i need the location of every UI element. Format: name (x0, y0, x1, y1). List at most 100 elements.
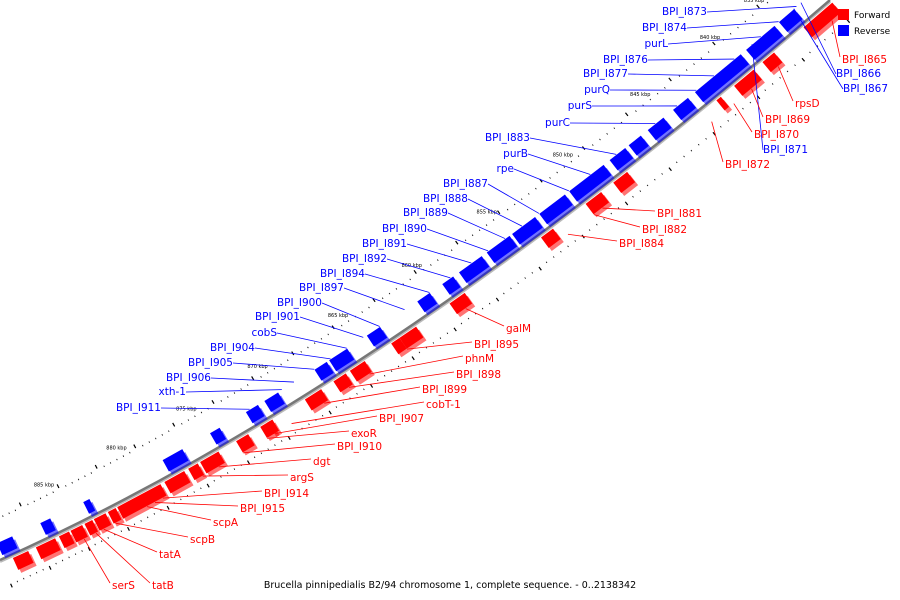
scale-tick (227, 396, 229, 398)
gene-label-reverse: BPI_I891 (362, 238, 407, 250)
scale-tick (347, 320, 350, 322)
tick-label: 885 kbp (34, 482, 54, 488)
scale-tick-inner (734, 113, 737, 116)
scale-tick (497, 210, 501, 215)
gene-label-forward: BPI_I899 (422, 384, 467, 396)
scale-tick (563, 166, 566, 168)
scale-tick (372, 298, 376, 303)
scale-tick (77, 478, 80, 481)
scale-tick-inner (801, 57, 806, 62)
scale-tick-inner (488, 302, 491, 305)
scale-tick-inner (206, 483, 210, 488)
gene-label-reverse: BPI_I889 (403, 207, 448, 219)
scale-tick-inner (697, 143, 700, 146)
scale-tick (535, 187, 537, 190)
scale-tick (181, 422, 183, 425)
scale-tick-inner (596, 223, 598, 226)
scale-tick (18, 502, 22, 507)
scale-tick-inner (794, 64, 796, 67)
gene-reverse-block (162, 449, 192, 475)
scale-tick (133, 444, 137, 449)
scale-tick (260, 376, 262, 378)
forward-leader-line (465, 308, 505, 327)
scale-tick-inner (10, 583, 13, 588)
gene-reverse-block (647, 117, 675, 144)
scale-tick-inner (510, 287, 512, 290)
scale-tick-inner (94, 543, 96, 546)
gene-forward-block (585, 192, 613, 218)
gene-label-reverse: BPI_I890 (382, 223, 427, 235)
gene-label-reverse: BPI_I873 (662, 6, 707, 18)
forward-leader-line (115, 522, 189, 538)
gene-forward-block (70, 525, 91, 546)
gene-reverse-block (486, 235, 521, 267)
scale-tick (693, 63, 695, 65)
forward-leader-line (348, 371, 455, 388)
scale-tick (155, 437, 157, 440)
scale-tick-inner (328, 410, 332, 415)
gene-label-forward: BPI_I907 (379, 413, 424, 425)
forward-leader-line (202, 474, 289, 477)
gene-label-forward: argS (290, 472, 314, 484)
scale-tick (33, 500, 35, 503)
reverse-leader-line (386, 258, 451, 279)
scale-tick-inner (816, 45, 819, 47)
reverse-leader-line (627, 73, 714, 77)
scale-tick (513, 203, 516, 206)
scale-tick-inner (308, 423, 310, 426)
scale-tick (307, 346, 309, 349)
gene-label-reverse: BPI_I876 (603, 54, 648, 66)
scale-tick-inner (369, 383, 374, 388)
scale-tick-inner (779, 76, 781, 79)
scale-tick-inner (824, 38, 826, 41)
scale-tick-inner (16, 580, 19, 583)
gene-forward-block (93, 513, 115, 534)
scale-tick (520, 198, 523, 201)
gene-label-reverse: purB (503, 148, 528, 160)
gene-label-forward: scpA (213, 517, 239, 529)
scale-tick (577, 155, 580, 157)
scale-tick (450, 249, 453, 252)
scale-tick-inner (61, 559, 64, 562)
scale-tick (506, 208, 509, 211)
scale-tick-inner (220, 476, 222, 478)
gene-forward-block (58, 531, 78, 552)
gene-label-reverse: BPI_I906 (166, 372, 211, 384)
scale-tick (756, 4, 760, 9)
tick-label: 845 kbp (630, 92, 650, 98)
scale-tick-inner (503, 292, 505, 295)
gene-forward-block (762, 52, 786, 76)
scale-tick-inner (749, 101, 752, 104)
scale-tick-inner (356, 392, 358, 395)
scale-tick-inner (193, 491, 195, 493)
gene-label-forward: BPI_I865 (842, 54, 887, 66)
gene-forward-block (803, 2, 844, 41)
scale-tick (592, 144, 594, 146)
scale-tick (46, 494, 48, 497)
legend-label-forward: Forward (854, 11, 890, 21)
scale-tick-inner (87, 546, 91, 551)
scale-tick-inner (545, 261, 548, 264)
reverse-leader-line (210, 377, 294, 383)
forward-leader-line (369, 355, 464, 375)
tick-label: 840 kbp (700, 35, 720, 41)
scale-tick-inner (683, 155, 685, 158)
scale-tick-inner (453, 327, 457, 332)
scale-tick-inner (376, 379, 379, 382)
scale-tick-inner (342, 401, 344, 404)
scale-tick-inner (632, 195, 634, 198)
scale-tick (233, 392, 236, 394)
scale-tick (624, 112, 629, 117)
gene-forward-block (613, 171, 639, 196)
scale-tick-inner (233, 468, 236, 470)
gene-forward-block (12, 551, 37, 573)
scale-tick (122, 455, 125, 457)
gene-label-reverse: BPI_I883 (485, 132, 530, 144)
scale-tick-inner (127, 526, 130, 531)
reverse-leader-line (686, 21, 779, 29)
gene-reverse-block (459, 256, 493, 286)
gene-reverse-block (417, 292, 441, 316)
gene-label-reverse: BPI_I901 (255, 311, 300, 323)
scale-tick-inner (786, 70, 789, 73)
scale-tick-inner (467, 317, 470, 320)
